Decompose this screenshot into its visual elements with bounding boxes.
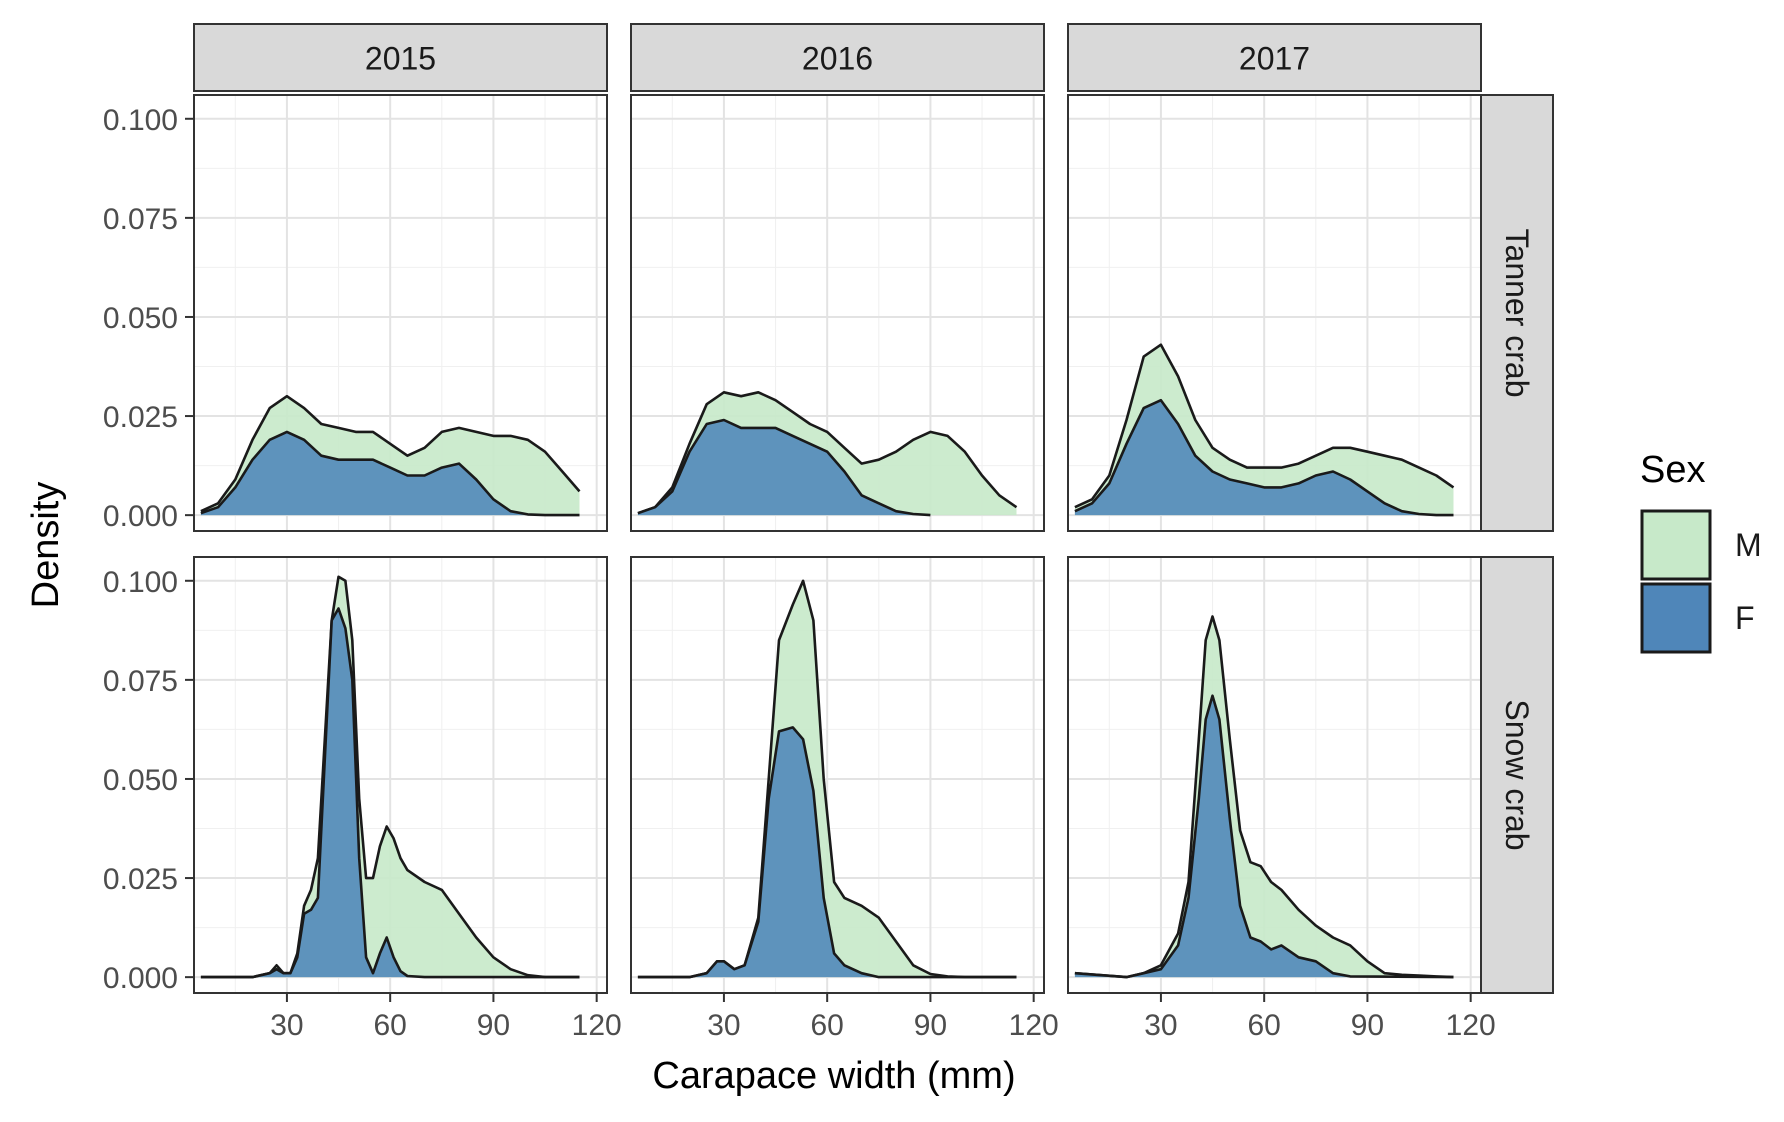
density-line-f <box>200 607 580 979</box>
panels-layer: 2015 2016 2017 Tanner crab Snow crab <box>193 23 1554 994</box>
row-strip-snow-crab: Snow crab <box>1480 556 1554 994</box>
row-strip-tanner-crab: Tanner crab <box>1480 94 1554 532</box>
x-tick-label: 120 <box>1446 1009 1496 1042</box>
panel-2017-tanner-crab <box>1067 94 1482 532</box>
x-tick-label: 120 <box>572 1009 622 1042</box>
row-strip-label: Snow crab <box>1499 699 1535 850</box>
density-line-f <box>1074 694 1454 979</box>
panel-2015-snow-crab <box>193 556 608 994</box>
x-axis-column-2016: 30 60 90 120 <box>707 993 1059 1042</box>
axes-layer: 0.000 0.025 0.050 0.075 0.100 0.000 0.025 0.050… <box>103 104 1496 1042</box>
density-area-m <box>200 576 580 978</box>
y-tick-label: 0.025 <box>103 401 178 434</box>
row-strip-label: Tanner crab <box>1499 229 1535 398</box>
column-strip-2015: 2015 <box>193 23 608 92</box>
panel-2016-snow-crab <box>630 556 1045 994</box>
x-tick-label: 120 <box>1009 1009 1059 1042</box>
panel-2015-tanner-crab <box>193 94 608 532</box>
y-axis-row-2: 0.000 0.025 0.050 0.075 0.100 <box>103 566 194 995</box>
y-tick-label: 0.000 <box>103 500 178 533</box>
y-tick-label: 0.000 <box>103 962 178 995</box>
x-tick-label: 60 <box>810 1009 843 1042</box>
x-axis-column-2017: 30 60 90 120 <box>1144 993 1496 1042</box>
column-strip-label: 2017 <box>1239 41 1310 77</box>
density-area-m <box>1074 616 1454 978</box>
panel-border <box>193 556 608 994</box>
y-axis-title: Density <box>25 482 67 609</box>
y-tick-label: 0.050 <box>103 302 178 335</box>
legend: Sex M F <box>1640 449 1762 654</box>
panel-border <box>193 94 608 532</box>
panel-border <box>1067 94 1482 532</box>
x-tick-label: 30 <box>707 1009 740 1042</box>
panel-2016-tanner-crab <box>630 94 1045 532</box>
panel-2017-snow-crab <box>1067 556 1482 994</box>
strip-background <box>1480 556 1554 994</box>
strip-background <box>193 23 608 92</box>
y-axis-row-1: 0.000 0.025 0.050 0.075 0.100 <box>103 104 194 533</box>
y-tick-label: 0.075 <box>103 665 178 698</box>
x-tick-label: 90 <box>914 1009 947 1042</box>
y-tick-label: 0.100 <box>103 104 178 137</box>
legend-label: M <box>1735 527 1762 563</box>
density-line-f <box>1074 398 1454 517</box>
legend-key-f <box>1640 582 1712 654</box>
column-strip-2016: 2016 <box>630 23 1045 92</box>
x-tick-label: 30 <box>270 1009 303 1042</box>
strip-background <box>630 23 1045 92</box>
column-strip-label: 2016 <box>802 41 873 77</box>
density-line-m <box>1074 615 1454 979</box>
legend-item-m: M <box>1640 509 1762 581</box>
x-axis-title: Carapace width (mm) <box>652 1055 1015 1097</box>
x-tick-label: 30 <box>1144 1009 1177 1042</box>
legend-key-m <box>1640 509 1712 581</box>
panel-border <box>630 94 1045 532</box>
legend-label: F <box>1735 600 1755 636</box>
density-area-f <box>637 727 1017 978</box>
column-strip-label: 2015 <box>365 41 436 77</box>
panel-grid <box>1068 557 1481 993</box>
density-area-f <box>200 431 580 516</box>
strip-background <box>1067 23 1482 92</box>
density-line-m <box>637 391 1018 515</box>
panel-border <box>1067 556 1482 994</box>
x-tick-label: 90 <box>1351 1009 1384 1042</box>
x-tick-label: 90 <box>477 1009 510 1042</box>
legend-item-f: F <box>1640 582 1755 654</box>
x-tick-label: 60 <box>1247 1009 1280 1042</box>
panel-border <box>630 556 1045 994</box>
strip-background <box>1480 94 1554 532</box>
y-tick-label: 0.050 <box>103 764 178 797</box>
y-tick-label: 0.025 <box>103 863 178 896</box>
density-line-f <box>637 726 1017 979</box>
density-line-m <box>200 394 581 513</box>
density-line-m <box>1074 343 1455 509</box>
y-tick-label: 0.100 <box>103 566 178 599</box>
density-area-m <box>637 580 1017 978</box>
legend-title: Sex <box>1640 449 1705 491</box>
density-line-f <box>637 418 931 517</box>
x-tick-label: 60 <box>373 1009 406 1042</box>
y-tick-label: 0.075 <box>103 203 178 236</box>
column-strip-2017: 2017 <box>1067 23 1482 92</box>
x-axis-column-2015: 30 60 90 120 <box>270 993 622 1042</box>
density-line-f <box>200 430 580 517</box>
